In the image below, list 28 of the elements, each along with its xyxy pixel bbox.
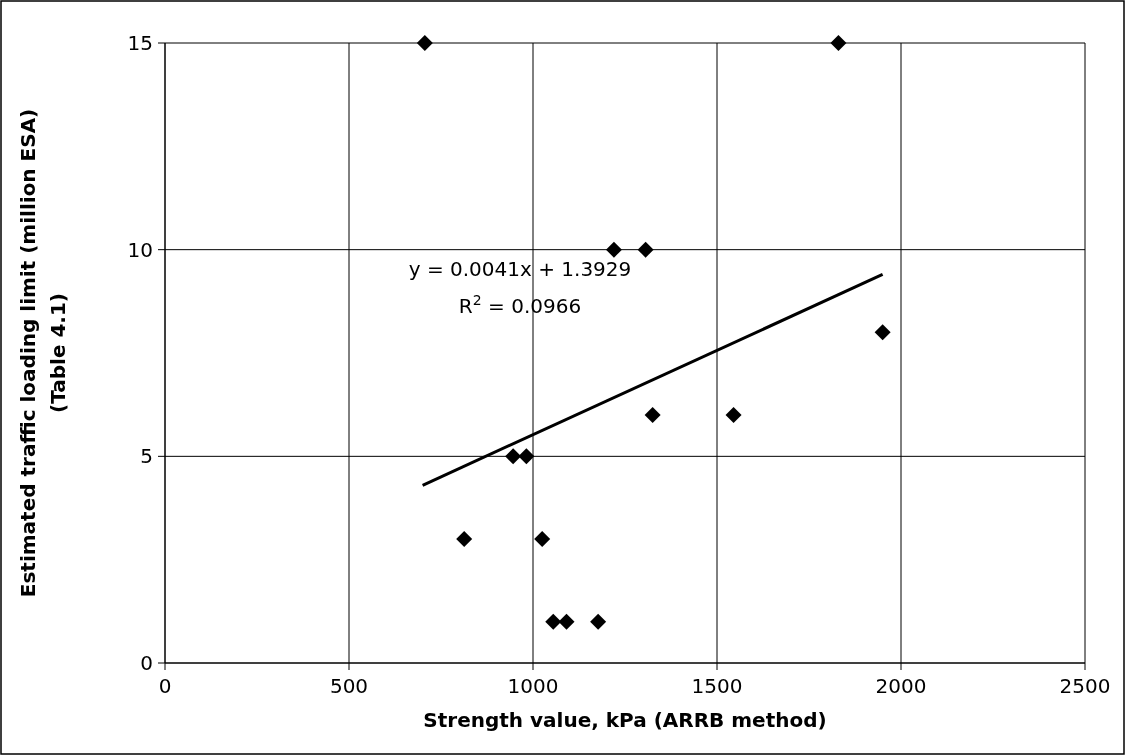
point xyxy=(416,35,433,51)
point xyxy=(456,531,473,547)
point xyxy=(518,448,535,465)
x-tick-label: 1500 xyxy=(691,674,743,698)
point xyxy=(637,241,654,258)
point xyxy=(590,613,607,630)
x-tick-label: 2500 xyxy=(1059,674,1111,698)
point xyxy=(874,324,891,341)
annotation: y = 0.0041x + 1.3929 xyxy=(408,257,632,281)
point xyxy=(505,448,522,465)
point xyxy=(644,407,661,423)
x-tick-label: 1000 xyxy=(507,674,559,698)
y-tick-label: 0 xyxy=(140,651,153,675)
y-tick-label: 15 xyxy=(127,31,153,55)
x-axis-title: Strength value, kPa (ARRB method) xyxy=(423,708,827,732)
point xyxy=(545,613,562,630)
annotation: R$^{2}$ = 0.0966 xyxy=(458,292,582,318)
y-tick-label: 10 xyxy=(127,237,153,262)
x-tick-label: 2000 xyxy=(875,674,927,698)
point xyxy=(605,241,622,258)
point xyxy=(725,407,742,423)
y-tick-label: 5 xyxy=(140,444,153,469)
x-tick-label: 500 xyxy=(329,674,369,698)
point xyxy=(558,613,575,630)
point xyxy=(534,531,551,547)
y-axis-title: Estimated traffic loading limit (million ESA) (Table 4.1) xyxy=(16,108,70,598)
point xyxy=(830,35,847,51)
x-tick-label: 0 xyxy=(158,674,172,698)
